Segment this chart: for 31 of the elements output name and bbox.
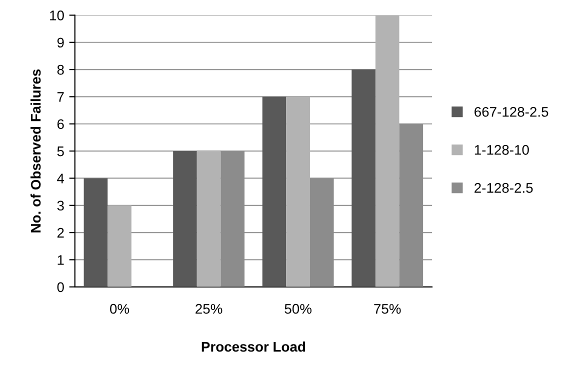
y-tick-label: 8 — [57, 64, 64, 75]
x-axis-title: Processor Load — [202, 342, 306, 352]
y-tick-label: 3 — [57, 200, 64, 211]
bar — [262, 96, 286, 287]
bar — [196, 151, 221, 287]
y-tick-label: 10 — [50, 10, 64, 20]
bar — [108, 205, 132, 287]
x-tick-label: 75% — [374, 304, 401, 314]
bar — [399, 124, 424, 287]
y-axis-title: No. of Observed Failures — [30, 69, 41, 232]
y-tick-label: 5 — [57, 146, 64, 156]
y-tick-label: 0 — [57, 282, 64, 292]
bar — [173, 151, 197, 287]
bar — [220, 151, 245, 287]
x-tick-label: 25% — [196, 304, 222, 314]
bar — [352, 70, 376, 287]
bar — [286, 96, 310, 287]
legend-label: 2-128-2.5 — [474, 183, 533, 193]
y-tick-label: 6 — [57, 119, 64, 130]
bar — [375, 15, 400, 287]
x-tick-label: 50% — [284, 304, 312, 314]
y-tick-label: 9 — [57, 38, 64, 48]
y-tick-label: 2 — [57, 228, 64, 238]
y-tick-label: 7 — [57, 92, 64, 102]
legend-label: 667-128-2.5 — [474, 106, 548, 117]
bar — [84, 178, 108, 287]
legend-label: 1-128-10 — [474, 144, 529, 155]
bar — [310, 178, 334, 287]
y-tick-label: 1 — [58, 255, 64, 265]
x-tick-label: 0% — [110, 304, 130, 314]
y-tick-label: 4 — [57, 174, 64, 184]
